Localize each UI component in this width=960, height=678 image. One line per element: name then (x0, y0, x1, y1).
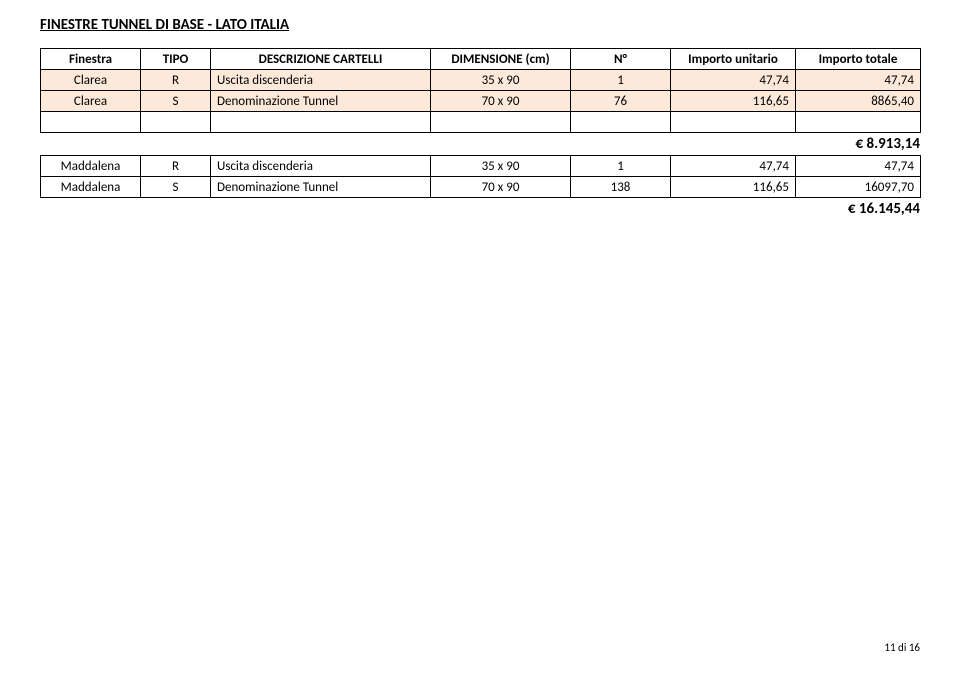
table-header-row: Finestra TIPO DESCRIZIONE CARTELLI DIMEN… (41, 49, 921, 70)
cell-unitario: 116,65 (671, 91, 796, 112)
cell-totale: 47,74 (796, 70, 921, 91)
cell-dim: 35 x 90 (431, 70, 571, 91)
col-tipo: TIPO (141, 49, 211, 70)
cell-descr: Denominazione Tunnel (211, 91, 431, 112)
cell-totale: 16097,70 (796, 177, 921, 198)
cell-descr: Uscita discenderia (211, 156, 431, 177)
cell-dim: 35 x 90 (431, 156, 571, 177)
page-title: FINESTRE TUNNEL DI BASE - LATO ITALIA (40, 16, 920, 34)
cell-n: 76 (571, 91, 671, 112)
cell-finestra: Clarea (41, 91, 141, 112)
cell-n: 1 (571, 70, 671, 91)
signage-table: Finestra TIPO DESCRIZIONE CARTELLI DIMEN… (40, 48, 921, 133)
table-row: Clarea S Denominazione Tunnel 70 x 90 76… (41, 91, 921, 112)
col-descr: DESCRIZIONE CARTELLI (211, 49, 431, 70)
subtotal-line-2: € 16.145,44 (40, 200, 920, 218)
cell-unitario: 116,65 (671, 177, 796, 198)
signage-table-2: Maddalena R Uscita discenderia 35 x 90 1… (40, 155, 921, 198)
table-row-blank (41, 112, 921, 133)
cell-finestra: Maddalena (41, 177, 141, 198)
cell-finestra: Maddalena (41, 156, 141, 177)
cell-tipo: R (141, 70, 211, 91)
cell-tipo: R (141, 156, 211, 177)
page-number: 11 di 16 (884, 641, 920, 654)
cell-finestra: Clarea (41, 70, 141, 91)
cell-descr: Denominazione Tunnel (211, 177, 431, 198)
col-finestra: Finestra (41, 49, 141, 70)
cell-n: 1 (571, 156, 671, 177)
col-n: N° (571, 49, 671, 70)
cell-dim: 70 x 90 (431, 91, 571, 112)
cell-tipo: S (141, 91, 211, 112)
subtotal-line-1: € 8.913,14 (40, 135, 920, 153)
col-unitario: Importo unitario (671, 49, 796, 70)
col-dim: DIMENSIONE (cm) (431, 49, 571, 70)
cell-totale: 47,74 (796, 156, 921, 177)
cell-unitario: 47,74 (671, 70, 796, 91)
col-totale: Importo totale (796, 49, 921, 70)
cell-descr: Uscita discenderia (211, 70, 431, 91)
table-row: Clarea R Uscita discenderia 35 x 90 1 47… (41, 70, 921, 91)
table-row: Maddalena S Denominazione Tunnel 70 x 90… (41, 177, 921, 198)
cell-totale: 8865,40 (796, 91, 921, 112)
cell-dim: 70 x 90 (431, 177, 571, 198)
table-row: Maddalena R Uscita discenderia 35 x 90 1… (41, 156, 921, 177)
cell-unitario: 47,74 (671, 156, 796, 177)
cell-tipo: S (141, 177, 211, 198)
cell-n: 138 (571, 177, 671, 198)
